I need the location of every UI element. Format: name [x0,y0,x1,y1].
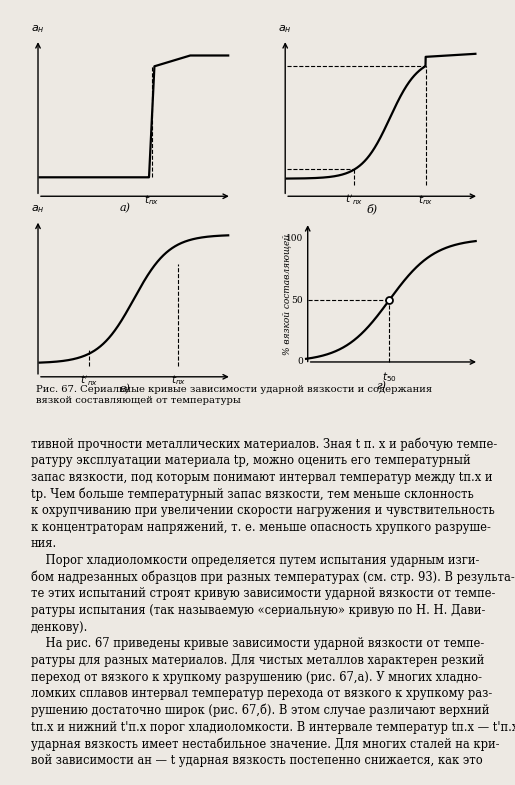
Text: ратуры для разных материалов. Для чистых металлов характерен резкий: ратуры для разных материалов. Для чистых… [31,654,484,667]
Text: 50: 50 [291,296,303,305]
Text: запас вязкости, под которым понимают интервал температур между tп.х и: запас вязкости, под которым понимают инт… [31,471,492,484]
Text: те этих испытаний строят кривую зависимости ударной вязкости от темпе-: те этих испытаний строят кривую зависимо… [31,587,495,601]
Text: б): б) [367,203,378,214]
Text: tп.х и нижний t'п.х порог хладиоломкости. В интервале температур tп.х — t'п.х: tп.х и нижний t'п.х порог хладиоломкости… [31,721,515,733]
Text: $a_н$: $a_н$ [31,203,45,215]
Text: Рис. 67. Сериальные кривые зависимости ударной вязкости и содержания
вязкой сост: Рис. 67. Сериальные кривые зависимости у… [36,385,432,405]
Text: ломких сплавов интервал температур перехода от вязкого к хрупкому раз-: ломких сплавов интервал температур перех… [31,687,492,700]
Text: $a_н$: $a_н$ [279,23,292,35]
Text: рушению достаточно широк (рис. 67,б). В этом случае различают верхний: рушению достаточно широк (рис. 67,б). В … [31,704,489,717]
Text: tр. Чем больше температурный запас вязкости, тем меньше склонность: tр. Чем больше температурный запас вязко… [31,487,474,501]
Text: ратуру эксплуатации материала tр, можно оценить его температурный: ратуру эксплуатации материала tр, можно … [31,454,471,467]
Text: бом надрезанных образцов при разных температурах (см. стр. 93). В результа-: бом надрезанных образцов при разных темп… [31,571,514,584]
Text: г): г) [376,381,386,391]
Text: денкову).: денкову). [31,621,88,633]
Text: ния.: ния. [31,537,57,550]
Text: а): а) [119,203,130,214]
Text: к концентраторам напряжений, т. е. меньше опасность хрупкого разруше-: к концентраторам напряжений, т. е. меньш… [31,520,491,534]
Text: $t_{пх}$: $t_{пх}$ [418,193,433,206]
Text: Порог хладиоломкости определяется путем испытания ударным изги-: Порог хладиоломкости определяется путем … [31,554,479,567]
Text: $t_{пх}$: $t_{пх}$ [171,374,186,387]
Text: вой зависимости aн — t ударная вязкость постепенно снижается, как это: вой зависимости aн — t ударная вязкость … [31,754,483,767]
Text: ратуры испытания (так называемую «сериальную» кривую по Н. Н. Дави-: ратуры испытания (так называемую «сериал… [31,604,485,617]
Text: к охрупчиванию при увеличении скорости нагружения и чувствительность: к охрупчиванию при увеличении скорости н… [31,504,494,517]
Text: На рис. 67 приведены кривые зависимости ударной вязкости от темпе-: На рис. 67 приведены кривые зависимости … [31,637,484,650]
Text: переход от вязкого к хрупкому разрушению (рис. 67,а). У многих хладно-: переход от вязкого к хрупкому разрушению… [31,670,482,684]
Text: $t'_{пх}$: $t'_{пх}$ [345,193,364,207]
Text: $t'_{пх}$: $t'_{пх}$ [80,374,98,388]
Text: % вязкой составляющей: % вязкой составляющей [282,233,291,355]
Text: ударная вязкость имеет нестабильное значение. Для многих сталей на кри-: ударная вязкость имеет нестабильное знач… [31,737,500,750]
Text: $a_н$: $a_н$ [31,23,45,35]
Text: 100: 100 [286,234,303,243]
Text: в): в) [119,384,130,394]
Text: 0: 0 [297,357,303,367]
Text: тивной прочности металлических материалов. Зная t п. х и рабочую темпе-: тивной прочности металлических материало… [31,437,497,451]
Text: $t_{пх}$: $t_{пх}$ [144,193,159,206]
Text: $t_{50}$: $t_{50}$ [382,371,397,385]
